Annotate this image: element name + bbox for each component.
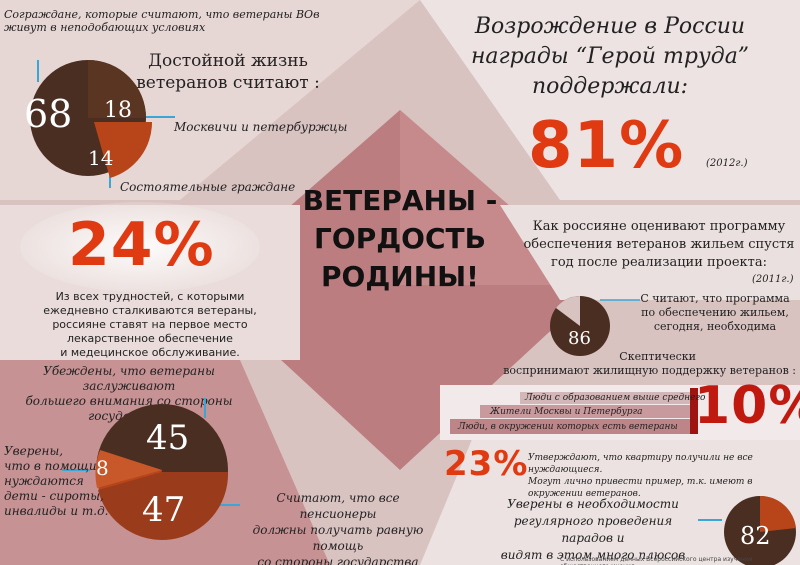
housing-heading: Как россияне оценивают программу обеспеч… [520,218,798,272]
percent-23: 23% [444,444,529,484]
main-title: ВЕТЕРАНЫ - ГОРДОСТЬ РОДИНЫ! [300,182,500,296]
text-line: Из всех трудностей, с которыми [55,290,245,303]
sympathize-note: Сограждане, которые считают, что ветеран… [4,8,319,34]
heading-line: поддержали: [531,74,689,99]
label-line: что в помощи [4,459,97,473]
attention-heading: Убеждены, что ветераны заслуживают больш… [4,364,254,424]
decent-life-heading: Достойной жизнь ветеранов считают : [118,50,338,94]
title-line: ВЕТЕРАНЫ - [302,184,498,217]
text-line: Утверждают, что квартиру получили не все… [528,453,753,475]
year-2011: (2011г.) [752,274,794,285]
text-line: Могут лично привести пример, т.к. имеют … [528,477,753,499]
parades-label: Уверены в необходимости регулярного пров… [488,496,698,564]
heading-line: Скептически [619,350,696,363]
heading-line: Убеждены, что ветераны заслуживают [43,364,215,393]
heading-line: Как россияне оценивают программу [532,219,786,234]
heading-line: Возрождение в России [474,14,746,39]
label-line: Уверены, [4,444,64,458]
label-line: регулярного проведения парадов и [513,514,673,545]
label-line: инвалиды и т.д. [4,504,109,518]
apartments-text: Утверждают, что квартиру получили не все… [528,452,800,500]
pie-value-8: 8 [96,456,109,480]
hero-of-labor-heading: Возрождение в России награды “Герой труд… [440,12,780,102]
pie-value-14: 14 [88,146,114,170]
label-line: дети - сироты, [4,489,104,503]
label-line: Уверены в необходимости [507,497,679,511]
year-2012: (2012г.) [706,158,748,169]
pie-value-18: 18 [104,98,132,123]
bar-label-3: Люди, в окружении которых есть ветераны [458,422,678,432]
orphans-label: Уверены, что в помощи нуждаются дети - с… [4,444,109,519]
label-line: сегодня, необходима [653,320,777,333]
heading-line: воспринимают жилищную поддержку ветерано… [503,364,796,377]
source-note: С использованием данных Всероссийского ц… [560,556,753,565]
label-line: С читают, что программа [640,292,790,305]
bar-label-2: Жители Москвы и Петербурга [490,407,643,417]
pie-value-86: 86 [568,328,591,349]
heading-line: обеспечения ветеранов жильем спустя [523,237,795,252]
text-line: россияне ставят на первое место [52,318,248,331]
text-line: лекарственное обеспечение [67,332,233,345]
label-line: по обеспечению жильем, [641,306,789,319]
label-moscow: Москвичи и петербуржцы [174,120,348,134]
heading-line: награды “Герой труда” [470,44,750,69]
label-line: нуждаются [4,474,84,488]
text-line: ежедневно сталкиваются ветераны, [43,304,257,317]
heading-line: ветеранов считают : [136,73,320,93]
pie-value-47: 47 [142,490,186,530]
label-line: видят в этом много плюсов [500,548,686,562]
label-wealthy: Состоятельные граждане [120,180,296,194]
percent-10: 10% [694,376,800,436]
label-line: со стороны государства [257,555,419,565]
percent-81: 81% [528,109,685,183]
text-line: и медецинское обслуживание. [60,346,240,359]
heading-line: государства [88,409,170,423]
difficulties-text: Из всех трудностей, с которыми ежедневно… [20,290,280,360]
percent-24: 24% [68,210,215,280]
pie-value-68: 68 [24,92,73,136]
title-line: РОДИНЫ! [321,260,479,293]
title-line: ГОРДОСТЬ [314,222,486,255]
pensioners-label: Считают, что все пенсионеры должны получ… [238,490,438,565]
pie-value-82: 82 [740,522,771,550]
heading-line: год после реализации проекта: [551,255,767,270]
sympathize-note-line: Сограждане, которые считают, что ветеран… [4,8,320,21]
pie-value-45: 45 [146,418,190,458]
skeptic-heading: Скептически воспринимают жилищную поддер… [500,350,796,378]
label-line: должны получать равную помощь [252,523,424,553]
housing-pie-label: С читают, что программа по обеспечению ж… [640,292,790,334]
sympathize-note-line: живут в неподобающих условиях [4,21,206,34]
bar-label-1: Люди с образованием выше среднего [525,393,706,403]
label-line: Считают, что все пенсионеры [276,491,400,521]
heading-line: Достойной жизнь [148,51,308,71]
heading-line: большего внимания со стороны [25,394,233,408]
